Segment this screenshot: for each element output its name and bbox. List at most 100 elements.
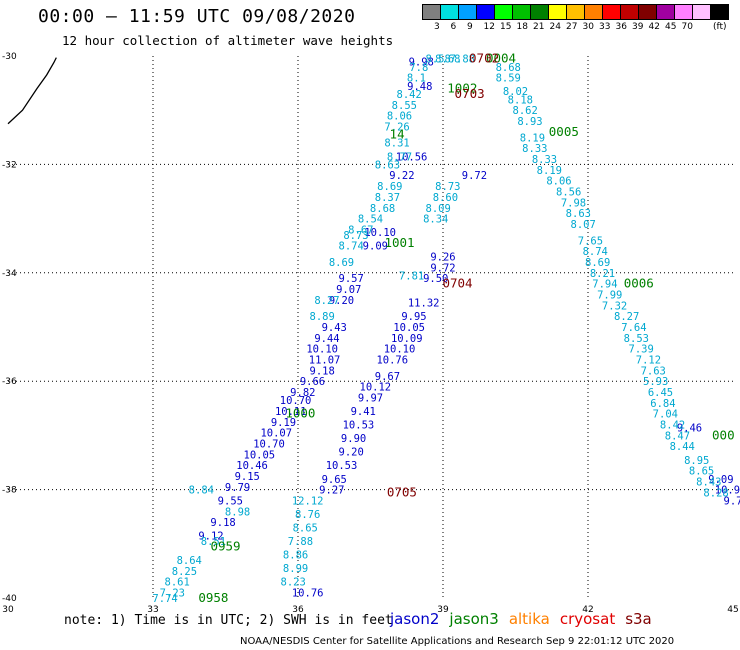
wave-height-label: 8.69 [585, 257, 610, 269]
wave-height-label: 9.7 [724, 495, 740, 507]
wave-height-label: 8.56 [556, 187, 581, 199]
wave-height-label: 8.44 [670, 441, 695, 453]
x-tick-label: 39 [437, 605, 449, 615]
wave-height-label: 9.22 [389, 170, 414, 182]
pass-time-label: 000 [712, 427, 735, 442]
pass-time-label: 0704 [442, 276, 472, 291]
wave-height-label: 10.70 [253, 439, 285, 451]
wave-height-label: 10.76 [292, 588, 324, 600]
wave-height-label: 10.53 [343, 420, 375, 432]
wave-height-label: 9.18 [210, 517, 235, 529]
wave-height-label: 8.06 [387, 111, 412, 123]
wave-height-label: 10.56 [396, 151, 428, 163]
swh-scale-label: 6 [450, 22, 457, 32]
satellite-legend-entry: altika [508, 610, 550, 628]
wave-height-label: 10.70 [280, 395, 312, 407]
swh-scale-label: 3 [434, 22, 440, 32]
wave-height-label: 8.19 [520, 132, 545, 144]
wave-height-label: 8.55 [392, 100, 417, 112]
wave-height-label: 8.76 [295, 509, 320, 521]
pass-time-label: 1000 [285, 406, 315, 421]
wave-height-label: 9.12 [198, 531, 223, 543]
wave-height-label: 12.12 [292, 495, 324, 507]
pass-time-label: 1001 [384, 235, 414, 250]
wave-height-label: 8.69 [329, 257, 354, 269]
wave-height-label: 8.68 [496, 62, 521, 74]
pass-time-label: 0004 [486, 51, 516, 66]
y-tick-label: -36 [2, 377, 17, 387]
wave-height-label: 6.45 [648, 387, 673, 399]
wave-height-label: 7.94 [592, 279, 617, 291]
swh-color-cell [710, 4, 729, 20]
wave-height-label: 11.32 [408, 298, 440, 310]
wave-height-label: 9.27 [319, 485, 344, 497]
wave-height-label: 8.23 [281, 577, 306, 589]
pass-time-label: 0705 [387, 484, 417, 499]
wave-height-label: 7.98 [561, 197, 586, 209]
wave-height-label: 8.58 [426, 54, 451, 66]
wave-height-label: 6.84 [650, 398, 675, 410]
wave-height-label: 8.33 [532, 154, 557, 166]
wave-height-label: 8.09 [426, 203, 451, 215]
wave-height-label: 8.77 [387, 151, 412, 163]
y-tick-label: -32 [2, 160, 17, 170]
wave-height-label: 8.65 [689, 466, 714, 478]
wave-height-label: 7.74 [152, 593, 177, 605]
swh-scale-label: 36 [615, 22, 627, 32]
wave-height-label: 8.62 [513, 105, 538, 117]
wave-height-label: 10.10 [306, 344, 338, 356]
wave-height-label: 9.43 [322, 322, 347, 334]
wave-height-label: 8.37 [375, 192, 400, 204]
pass-time-label: 0006 [624, 276, 654, 291]
wave-height-label: 9.50 [423, 273, 448, 285]
swh-color-scale [422, 4, 729, 20]
wave-height-label: 9.67 [375, 371, 400, 383]
footer-credit: NOAA/NESDIS Center for Satellite Applica… [240, 636, 675, 647]
wave-height-label: 9.41 [351, 406, 376, 418]
wave-height-label: 8.51 [201, 536, 226, 548]
wave-height-label: 8.99 [283, 563, 308, 575]
wave-height-label: 9.48 [407, 81, 432, 93]
wave-height-label: 8.73 [435, 181, 460, 193]
wave-height-label: 8.53 [624, 333, 649, 345]
swh-scale-label: 21 [533, 22, 545, 32]
wave-height-label: 9.19 [271, 417, 296, 429]
wave-height-label: 8.63 [566, 208, 591, 220]
wave-height-label: 8.07 [571, 219, 596, 231]
wave-height-label: 10.05 [244, 449, 276, 461]
wave-height-label: 8.47 [665, 430, 690, 442]
wave-height-label: 7.63 [641, 365, 666, 377]
wave-height-label: 10.53 [326, 460, 358, 472]
wave-height-label: 7.32 [602, 300, 627, 312]
wave-height-label: 10.10 [364, 227, 396, 239]
wave-height-label: 9.82 [290, 387, 315, 399]
wave-height-label: 8.34 [423, 214, 448, 226]
swh-scale-label: 15 [500, 22, 512, 32]
wave-height-label: 9.97 [358, 392, 383, 404]
page-subtitle: 12 hour collection of altimeter wave hei… [62, 33, 394, 48]
wave-height-label: 7.99 [597, 289, 622, 301]
y-tick-label: -30 [2, 52, 17, 62]
wave-height-label: 10.46 [236, 460, 268, 472]
pass-time-label: 0958 [198, 590, 228, 605]
wave-height-label: 8.86 [283, 550, 308, 562]
wave-height-label: 9.79 [225, 482, 250, 494]
wave-height-label: 8.42 [397, 89, 422, 101]
wave-height-label: 9.72 [430, 262, 455, 274]
coastline [7, 57, 57, 125]
x-tick-label: 33 [147, 605, 158, 615]
swh-scale-label: 33 [599, 22, 611, 32]
wave-height-label: 10.07 [260, 428, 292, 440]
wave-height-label: 9.95 [401, 311, 426, 323]
wave-height-label: 7.12 [636, 355, 661, 367]
wave-height-label: 9.66 [300, 376, 325, 388]
wave-height-label: 5.93 [643, 376, 668, 388]
wave-height-label: 7.65 [578, 235, 603, 247]
wave-height-label: 10.76 [376, 355, 408, 367]
pass-time-label: 14 [390, 127, 405, 142]
wave-height-label: 7.8 [409, 62, 428, 74]
wave-height-label: 9.72 [462, 170, 487, 182]
wave-height-label: 7.81 [399, 271, 424, 283]
